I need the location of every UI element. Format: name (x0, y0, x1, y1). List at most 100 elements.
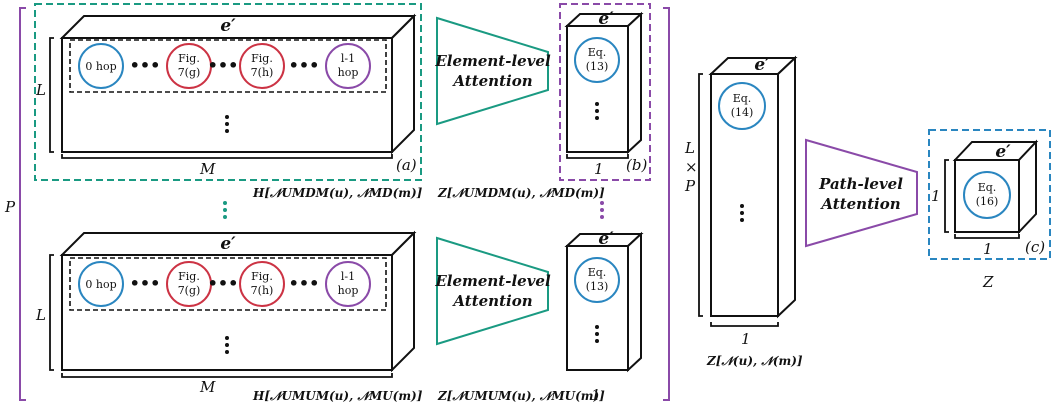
element-attention-top: Element-level Attention (434, 16, 551, 126)
svg-text:7(h): 7(h) (251, 284, 274, 297)
z-formula-bottom: Z[𝒩UMUM(u), 𝒩MU(m)] (437, 389, 605, 403)
z-final-label: Z (982, 273, 994, 291)
z-vector-top: e′ Eq. (13) (564, 9, 644, 155)
hop-0-node (78, 261, 124, 307)
svg-text:P: P (684, 177, 696, 195)
svg-text:hop: hop (338, 66, 359, 79)
z-vector-bottom: e′ Eq. (13) (564, 229, 644, 373)
svg-text:Eq.: Eq. (588, 266, 607, 279)
one-dimension-top: 1 (566, 154, 629, 178)
ellipsis: ••• (130, 274, 161, 293)
p-bracket: P (4, 7, 670, 401)
vertical-dots (225, 336, 229, 354)
vertical-dots (740, 204, 744, 222)
panel-a-label: (a) (396, 156, 417, 174)
eq-13-node (574, 257, 620, 303)
m-dimension-top: M (61, 154, 393, 178)
l-dimension-bottom: L (35, 254, 54, 371)
svg-text:Eq.: Eq. (978, 181, 997, 194)
svg-text:l-1: l-1 (341, 52, 355, 65)
hop-0-node (78, 43, 124, 89)
svg-text:(16): (16) (976, 195, 999, 208)
vertical-dots (225, 115, 229, 133)
eq-16-node (963, 171, 1011, 219)
panel-a-box (34, 3, 422, 181)
svg-text:1: 1 (594, 160, 604, 178)
one-label-bottom: 1 (591, 386, 601, 404)
svg-text:e′: e′ (995, 142, 1011, 162)
svg-text:Path-level: Path-level (818, 175, 903, 193)
ellipsis: ••• (289, 274, 320, 293)
one-dimension-cube-bottom: 1 (954, 234, 1020, 258)
svg-text:L: L (35, 81, 46, 99)
panel-b-box (559, 3, 651, 181)
svg-text:M: M (199, 378, 216, 396)
svg-text:Element-level: Element-level (434, 52, 551, 70)
vertical-dots-teal (223, 201, 227, 219)
svg-text:×: × (685, 158, 698, 176)
path-attention: Path-level Attention (805, 138, 918, 248)
vertical-dots (595, 102, 599, 120)
svg-text:e′: e′ (754, 55, 770, 75)
vertical-dots-purple (600, 201, 604, 219)
fig-7g-node (166, 261, 212, 307)
eq-13-node (574, 37, 620, 83)
ellipsis: ••• (208, 274, 239, 293)
ellipsis: ••• (208, 56, 239, 75)
z-stacked-tensor: e′ Eq. (14) (708, 55, 798, 319)
one-dimension-cube-left: 1 (931, 159, 949, 233)
panel-b-label: (b) (626, 156, 647, 174)
svg-text:L: L (35, 306, 46, 324)
hop-l-minus-1-node (325, 43, 371, 89)
svg-text:e′: e′ (598, 9, 614, 29)
svg-text:M: M (199, 160, 216, 178)
ellipsis: ••• (289, 56, 320, 75)
svg-text:(13): (13) (586, 60, 609, 73)
panel-c-box (928, 129, 1051, 260)
one-dimension-stacked: 1 (710, 322, 779, 348)
svg-text:Element-level: Element-level (434, 272, 551, 290)
lxp-dimension: L × P (684, 73, 703, 317)
vertical-dots (595, 325, 599, 343)
h-tensor-bottom: e′ 0 hop ••• Fig. 7(g) ••• Fig. 7(h) •••… (59, 230, 417, 373)
l-dimension-top: L (35, 37, 54, 153)
svg-text:(14): (14) (731, 106, 754, 119)
z-final-cube: e′ Eq. (16) (952, 139, 1039, 235)
svg-text:Fig.: Fig. (251, 270, 273, 283)
svg-text:Eq.: Eq. (733, 92, 752, 105)
h-formula-bottom: H[𝒩UMUM(u), 𝒩MU(m)] (252, 389, 423, 403)
svg-text:hop: hop (338, 284, 359, 297)
element-attention-bottom: Element-level Attention (434, 236, 551, 346)
z-formula-top: Z[𝒩UMDM(u), 𝒩MD(m)] (437, 186, 605, 200)
fig-7g-node (166, 43, 212, 89)
ellipsis: ••• (130, 56, 161, 75)
z-formula-middle: Z[𝒩(u), 𝒩(m)] (706, 354, 803, 368)
svg-text:(13): (13) (586, 280, 609, 293)
svg-text:7(g): 7(g) (178, 66, 201, 79)
p-label: P (4, 198, 16, 216)
svg-text:Fig.: Fig. (251, 52, 273, 65)
svg-text:Fig.: Fig. (178, 270, 200, 283)
hop-l-minus-1-node (325, 261, 371, 307)
svg-text:1: 1 (983, 240, 993, 258)
e-prime-label: e′ (220, 16, 236, 36)
svg-text:Attention: Attention (819, 195, 900, 213)
eq-14-node (718, 82, 766, 130)
h-tensor-top: e′ 0 hop ••• Fig. 7(g) ••• Fig. 7(h) •••… (59, 13, 417, 155)
panel-c-label: (c) (1025, 238, 1045, 256)
svg-text:Attention: Attention (451, 72, 532, 90)
svg-text:1: 1 (741, 330, 751, 348)
svg-text:0 hop: 0 hop (85, 60, 116, 73)
svg-text:Attention: Attention (451, 292, 532, 310)
fig-7h-node (239, 261, 285, 307)
svg-text:0 hop: 0 hop (85, 278, 116, 291)
svg-text:1: 1 (931, 187, 941, 205)
svg-text:l-1: l-1 (341, 270, 355, 283)
svg-text:L: L (684, 139, 695, 157)
fig-7h-node (239, 43, 285, 89)
svg-text:7(h): 7(h) (251, 66, 274, 79)
svg-text:Eq.: Eq. (588, 46, 607, 59)
h-formula-top: H[𝒩UMDM(u), 𝒩MD(m)] (252, 186, 423, 200)
svg-text:7(g): 7(g) (178, 284, 201, 297)
